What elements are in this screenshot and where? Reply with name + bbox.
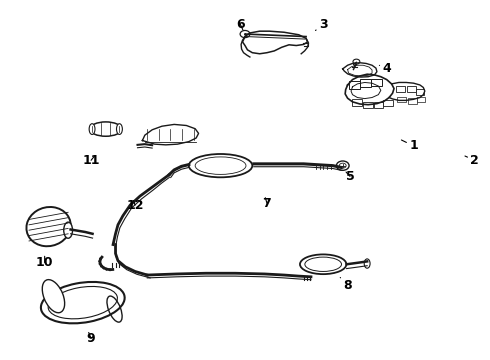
Bar bbox=[383, 100, 393, 107]
Ellipse shape bbox=[364, 259, 370, 268]
Circle shape bbox=[336, 161, 349, 170]
Bar bbox=[373, 102, 383, 108]
Text: 6: 6 bbox=[236, 18, 245, 31]
Text: 5: 5 bbox=[345, 170, 354, 183]
Bar bbox=[396, 86, 405, 93]
Bar bbox=[407, 86, 416, 93]
Text: 12: 12 bbox=[126, 199, 144, 212]
Text: 9: 9 bbox=[87, 332, 96, 345]
Text: 11: 11 bbox=[82, 154, 100, 167]
Ellipse shape bbox=[90, 122, 122, 136]
Text: 3: 3 bbox=[316, 18, 327, 31]
Text: 1: 1 bbox=[401, 139, 418, 152]
Bar bbox=[397, 97, 406, 102]
Bar bbox=[416, 97, 425, 102]
Circle shape bbox=[240, 31, 250, 38]
Text: 10: 10 bbox=[36, 256, 53, 269]
Text: 4: 4 bbox=[379, 62, 391, 75]
Circle shape bbox=[353, 59, 360, 64]
Ellipse shape bbox=[117, 124, 122, 134]
Ellipse shape bbox=[189, 154, 252, 177]
Ellipse shape bbox=[26, 207, 71, 246]
Ellipse shape bbox=[41, 282, 124, 323]
Bar bbox=[408, 98, 416, 104]
Bar bbox=[363, 102, 373, 108]
Ellipse shape bbox=[64, 222, 73, 238]
Text: 7: 7 bbox=[263, 197, 271, 210]
Bar bbox=[416, 89, 424, 95]
Bar bbox=[349, 81, 360, 89]
Ellipse shape bbox=[42, 280, 65, 313]
Ellipse shape bbox=[48, 287, 118, 319]
Bar bbox=[352, 99, 362, 106]
Ellipse shape bbox=[305, 257, 342, 271]
Text: 8: 8 bbox=[340, 278, 352, 292]
Bar bbox=[360, 79, 371, 87]
Bar bbox=[371, 78, 382, 86]
Ellipse shape bbox=[89, 124, 95, 134]
Circle shape bbox=[339, 163, 346, 168]
Text: 2: 2 bbox=[465, 154, 479, 167]
Ellipse shape bbox=[300, 255, 346, 274]
